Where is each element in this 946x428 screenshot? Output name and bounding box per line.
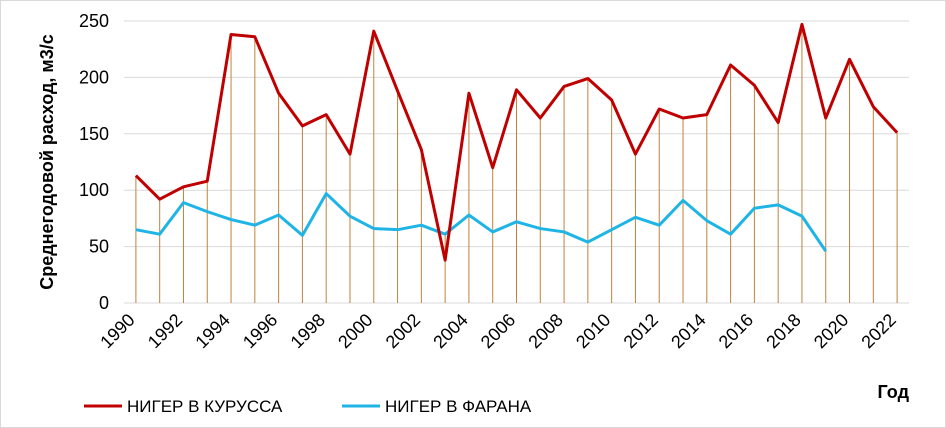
x-tick-label: 1998 [287, 310, 329, 352]
x-tick-labels: 1990 1992 1994 1996 1998 2000 2002 2004 2006 2008… [96, 310, 900, 352]
x-tick-label: 2000 [334, 310, 376, 352]
series-line-farana [135, 192, 827, 252]
legend: НИГЕР В КУРУССА НИГЕР В ФАРАНА [84, 397, 532, 416]
x-tick-label: 2010 [572, 310, 614, 352]
series-line-kurussa [134, 22, 899, 262]
x-tick-label: 2020 [810, 310, 852, 352]
x-tick-label: 2002 [382, 310, 424, 352]
x-tick-label: 2018 [762, 310, 804, 352]
x-tick-label: 1992 [144, 310, 186, 352]
y-tick-label: 150 [79, 124, 109, 144]
y-tick-label: 200 [79, 67, 109, 87]
x-tick-label: 2022 [857, 310, 899, 352]
legend-label-farana: НИГЕР В ФАРАНА [385, 397, 532, 416]
x-tick-label: 2006 [477, 310, 519, 352]
x-tick-label: 1994 [191, 310, 233, 352]
x-tick-label: 1996 [239, 310, 281, 352]
y-tick-labels: 0 50 100 150 200 250 [79, 11, 109, 313]
y-tick-label: 0 [99, 293, 109, 313]
x-tick-label: 2012 [620, 310, 662, 352]
x-tick-label: 2014 [667, 310, 709, 352]
x-tick-label: 1990 [96, 310, 138, 352]
x-tick-label: 2008 [524, 310, 566, 352]
y-tick-label: 250 [79, 11, 109, 31]
series-lines [134, 22, 899, 262]
legend-label-kurussa: НИГЕР В КУРУССА [127, 397, 283, 416]
y-tick-label: 50 [89, 237, 109, 257]
x-tick-label: 2016 [715, 310, 757, 352]
x-axis-title: Год [878, 382, 910, 402]
y-tick-label: 100 [79, 180, 109, 200]
x-tick-label: 2004 [429, 310, 471, 352]
y-axis-title: Среднегодовой расход, м3/с [37, 34, 57, 290]
drop-lines [135, 24, 898, 303]
